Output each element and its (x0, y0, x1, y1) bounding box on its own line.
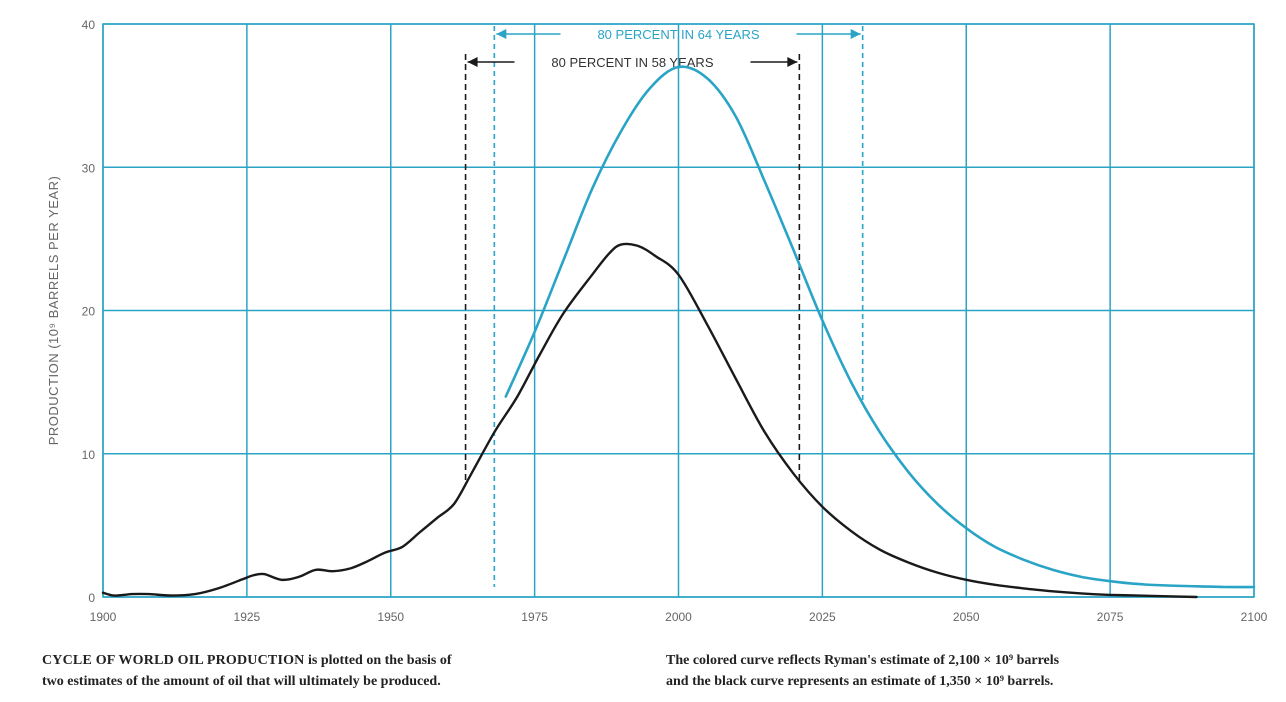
caption-left-line1-rest: is plotted on the basis of (304, 653, 452, 668)
chart-axes: 1900 1925 1950 1975 2000 2025 2050 2075 2100 0 10 2… (82, 18, 1268, 624)
annotation-label: 80 PERCENT IN 58 YEARS (551, 55, 713, 70)
y-tick-label: 0 (88, 591, 95, 605)
x-tick-label: 2050 (953, 610, 980, 624)
y-tick-label: 10 (82, 448, 96, 462)
y-tick-label: 30 (82, 161, 96, 175)
x-tick-label: 2000 (665, 610, 692, 624)
y-axis-label: PRODUCTION (10⁹ BARRELS PER YEAR) (46, 176, 61, 446)
caption-left-line2: two estimates of the amount of oil that … (42, 674, 441, 689)
caption-right: The colored curve reflects Ryman's estim… (666, 650, 1059, 692)
x-tick-label: 2075 (1097, 610, 1124, 624)
x-tick-label: 1925 (234, 610, 261, 624)
caption-title: CYCLE OF WORLD OIL PRODUCTION (42, 653, 305, 668)
oil-production-chart: 1900 1925 1950 1975 2000 2025 2050 2075 2100 0 10 2… (46, 18, 1268, 624)
x-tick-label: 1900 (90, 610, 117, 624)
caption-left-line1: CYCLE OF WORLD OIL PRODUCTION is plotted… (42, 650, 452, 671)
arrowhead-right-icon (787, 57, 798, 67)
caption-right-line1: The colored curve reflects Ryman's estim… (666, 653, 1060, 668)
x-tick-label: 1975 (521, 610, 548, 624)
x-tick-label: 1950 (377, 610, 404, 624)
arrowhead-right-icon (850, 29, 861, 39)
caption-left: CYCLE OF WORLD OIL PRODUCTION is plotted… (42, 650, 452, 692)
chart-series (101, 65, 1256, 599)
x-tick-label: 2100 (1241, 610, 1268, 624)
x-tick-label: 2025 (809, 610, 836, 624)
y-tick-label: 20 (82, 305, 96, 319)
annotation-label: 80 PERCENT IN 64 YEARS (597, 27, 759, 42)
black-curve-line (101, 242, 1198, 599)
colored-curve-line (504, 65, 1256, 589)
chart-grid (102, 23, 1255, 598)
arrowhead-left-icon (496, 29, 507, 39)
caption-right-line2: and the black curve represents an estima… (666, 674, 1054, 689)
chart-annotations: 80 PERCENT IN 64 YEARS 80 PERCENT IN 58 Y… (464, 26, 864, 587)
y-tick-label: 40 (82, 18, 96, 32)
arrowhead-left-icon (467, 57, 478, 67)
